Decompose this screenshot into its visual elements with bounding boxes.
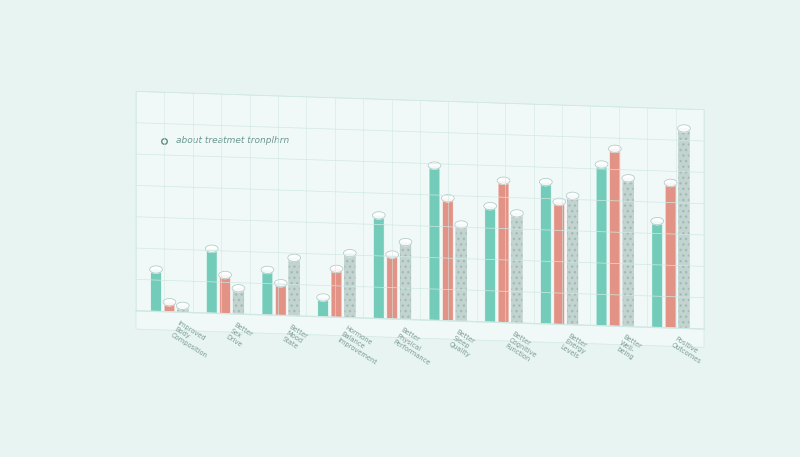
Circle shape — [442, 195, 454, 202]
Polygon shape — [678, 128, 690, 329]
Polygon shape — [206, 249, 217, 314]
Polygon shape — [233, 288, 244, 314]
Circle shape — [163, 298, 176, 306]
Circle shape — [484, 202, 497, 210]
Polygon shape — [511, 213, 522, 323]
Circle shape — [510, 210, 523, 217]
Circle shape — [399, 239, 412, 246]
Polygon shape — [136, 91, 704, 347]
Polygon shape — [429, 165, 440, 320]
Text: Improved
Body
Composition: Improved Body Composition — [170, 320, 215, 359]
Circle shape — [330, 265, 343, 272]
Text: Better
Sleep
Quality: Better Sleep Quality — [448, 329, 478, 358]
Polygon shape — [275, 283, 286, 316]
Polygon shape — [456, 224, 466, 321]
Text: Better
Cognitive
Function: Better Cognitive Function — [503, 330, 541, 364]
Circle shape — [386, 251, 398, 258]
Circle shape — [609, 145, 622, 152]
Circle shape — [274, 280, 287, 287]
Polygon shape — [623, 178, 634, 327]
Text: Better
Physical
Performance: Better Physical Performance — [392, 327, 438, 367]
Polygon shape — [331, 269, 342, 317]
Circle shape — [678, 125, 690, 132]
Polygon shape — [554, 202, 565, 324]
Polygon shape — [150, 269, 162, 312]
Circle shape — [150, 266, 162, 273]
Polygon shape — [178, 306, 188, 313]
Circle shape — [595, 161, 608, 168]
Polygon shape — [262, 270, 273, 315]
Polygon shape — [498, 181, 509, 323]
Text: Better
Mood
State: Better Mood State — [281, 324, 309, 351]
Circle shape — [664, 179, 677, 186]
Circle shape — [455, 221, 468, 228]
Text: about treatmet tronplhrn: about treatmet tronplhrn — [176, 136, 289, 145]
Circle shape — [288, 254, 301, 261]
Polygon shape — [400, 242, 411, 319]
Polygon shape — [652, 221, 662, 328]
Polygon shape — [596, 164, 607, 326]
Circle shape — [622, 175, 634, 182]
Circle shape — [206, 245, 218, 252]
Circle shape — [232, 285, 245, 292]
Circle shape — [218, 271, 231, 279]
Text: Hormone
Balance
Improvement: Hormone Balance Improvement — [337, 325, 385, 366]
Text: Better
Well-
being: Better Well- being — [615, 334, 643, 362]
Text: Better
Sex
Drive: Better Sex Drive — [225, 322, 254, 350]
Circle shape — [372, 212, 385, 219]
Circle shape — [497, 177, 510, 184]
Polygon shape — [610, 149, 620, 326]
Polygon shape — [541, 182, 551, 324]
Polygon shape — [374, 215, 384, 319]
Text: Positive
Outcomes: Positive Outcomes — [670, 336, 706, 365]
Polygon shape — [220, 275, 230, 314]
Polygon shape — [567, 196, 578, 325]
Circle shape — [651, 218, 664, 225]
Polygon shape — [318, 297, 329, 317]
Circle shape — [343, 250, 356, 257]
Polygon shape — [164, 302, 175, 312]
Circle shape — [176, 302, 189, 309]
Polygon shape — [442, 198, 454, 321]
Text: Better
Energy
Levels: Better Energy Levels — [559, 332, 590, 361]
Polygon shape — [665, 183, 676, 328]
Circle shape — [566, 192, 579, 199]
Polygon shape — [386, 254, 398, 319]
Polygon shape — [485, 206, 495, 322]
Circle shape — [317, 294, 330, 301]
Circle shape — [261, 266, 274, 273]
Circle shape — [553, 198, 566, 206]
Polygon shape — [345, 253, 355, 318]
Circle shape — [428, 162, 441, 169]
Polygon shape — [289, 258, 299, 316]
Circle shape — [539, 178, 552, 186]
